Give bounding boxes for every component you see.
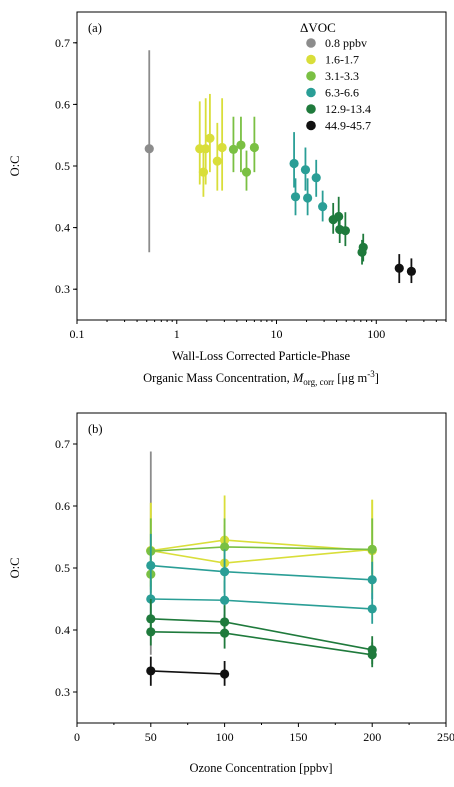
data-point — [220, 567, 230, 577]
panel-a-x-axis-title-line2: Organic Mass Concentration, Morg, corr [… — [143, 369, 379, 387]
panel-a-series — [144, 50, 417, 284]
x-tick-label: 1 — [174, 327, 180, 341]
series — [195, 93, 227, 197]
panel-a-axes: 0.3 0.4 0.5 0.6 0.7 0.1 1 10 100 — [55, 36, 447, 341]
data-point — [228, 144, 239, 154]
legend-swatch — [306, 38, 316, 48]
series — [146, 533, 377, 599]
data-point — [249, 142, 259, 153]
series — [144, 50, 154, 253]
series-line — [150, 564, 373, 581]
data-point — [217, 142, 227, 153]
legend-swatch — [306, 54, 316, 65]
data-point — [290, 192, 301, 202]
panel-b-axes: 0.3 0.4 0.5 0.6 0.7 0 50 100 150 200 250 — [55, 437, 454, 744]
data-point — [146, 627, 156, 637]
data-point — [146, 666, 156, 676]
x-tick-label: 0.1 — [70, 327, 85, 341]
y-tick-label: 0.3 — [55, 282, 70, 296]
panel-b: (b) O:C Ozone Concentration [ppbv] 0.30.… — [8, 412, 454, 775]
data-point — [201, 144, 211, 154]
panel-a-label: (a) — [88, 21, 102, 35]
y-tick-label: 0.4 — [55, 221, 70, 235]
panel-b-frame — [76, 412, 447, 724]
data-point — [406, 266, 417, 276]
data-point — [220, 669, 230, 679]
y-tick-label: 0.6 — [55, 499, 70, 513]
data-point — [236, 140, 246, 150]
legend-swatch — [306, 87, 316, 98]
x-tick-label: 200 — [363, 730, 381, 744]
legend-swatch — [306, 71, 316, 81]
panel-a-x-axis-title-line1: Wall-Loss Corrected Particle-Phase — [172, 349, 351, 363]
data-point — [144, 144, 154, 154]
data-point — [334, 211, 344, 222]
data-point — [367, 544, 377, 555]
legend: ΔVOC 0.8 ppbv 1.6-1.7 3.1-3.3 6.3-6.6 12.9-1… — [300, 20, 371, 133]
series-line — [150, 618, 373, 651]
series — [146, 580, 377, 624]
data-point — [198, 167, 209, 177]
x-tick-label: 10 — [271, 327, 283, 341]
series-line — [150, 548, 373, 564]
data-point — [318, 202, 328, 212]
legend-swatch — [306, 104, 316, 114]
y-tick-label: 0.3 — [55, 685, 70, 699]
y-tick-label: 0.4 — [55, 623, 70, 637]
panel-a: (a) O:C Wall-Loss Corrected Particle-Pha… — [8, 11, 447, 387]
series — [146, 656, 230, 686]
panel-b-x-axis-title: Ozone Concentration [ppbv] — [189, 761, 332, 775]
series — [228, 116, 259, 191]
y-tick-label: 0.6 — [55, 97, 70, 111]
y-tick-label: 0.7 — [55, 437, 70, 451]
legend-entry: 1.6-1.7 — [325, 53, 359, 67]
data-point — [394, 263, 404, 273]
panel-a-y-axis-title: O:C — [8, 156, 22, 177]
series — [394, 254, 417, 284]
data-point — [212, 156, 222, 166]
data-point — [220, 595, 230, 605]
x-tick-label: 100 — [216, 730, 234, 744]
series — [328, 196, 368, 265]
data-point — [220, 628, 230, 638]
y-tick-label: 0.5 — [55, 159, 70, 173]
series — [146, 614, 377, 668]
x-tick-label: 100 — [367, 327, 385, 341]
data-point — [340, 226, 350, 236]
data-point — [241, 167, 252, 177]
data-point — [303, 193, 313, 203]
data-point — [289, 158, 299, 169]
panel-b-label: (b) — [88, 422, 103, 436]
data-point — [205, 133, 215, 143]
data-point — [367, 650, 377, 660]
panel-a-frame — [76, 11, 447, 321]
legend-entry: 44.9-45.7 — [325, 119, 371, 133]
y-tick-label: 0.7 — [55, 36, 70, 50]
x-tick-label: 150 — [289, 730, 307, 744]
panel-b-y-axis-title: O:C — [8, 558, 22, 579]
x-tick-label: 50 — [145, 730, 157, 744]
series-line — [150, 670, 225, 675]
x-tick-label: 0 — [74, 730, 80, 744]
series — [289, 132, 328, 222]
legend-swatch — [306, 120, 316, 131]
y-tick-label: 0.5 — [55, 561, 70, 575]
data-point — [311, 173, 321, 183]
series — [146, 599, 377, 665]
data-point — [220, 542, 230, 552]
legend-entry: 3.1-3.3 — [325, 69, 359, 83]
panel-b-series — [146, 451, 377, 686]
data-point — [367, 604, 377, 614]
data-point — [146, 560, 156, 571]
legend-title: ΔVOC — [300, 20, 336, 35]
legend-entry: 0.8 ppbv — [325, 36, 367, 50]
series-line — [150, 598, 373, 610]
data-point — [300, 165, 311, 175]
legend-entry: 12.9-13.4 — [325, 102, 371, 116]
data-point — [357, 247, 367, 257]
x-tick-label: 250 — [437, 730, 454, 744]
data-point — [367, 575, 377, 585]
legend-entry: 6.3-6.6 — [325, 86, 359, 100]
